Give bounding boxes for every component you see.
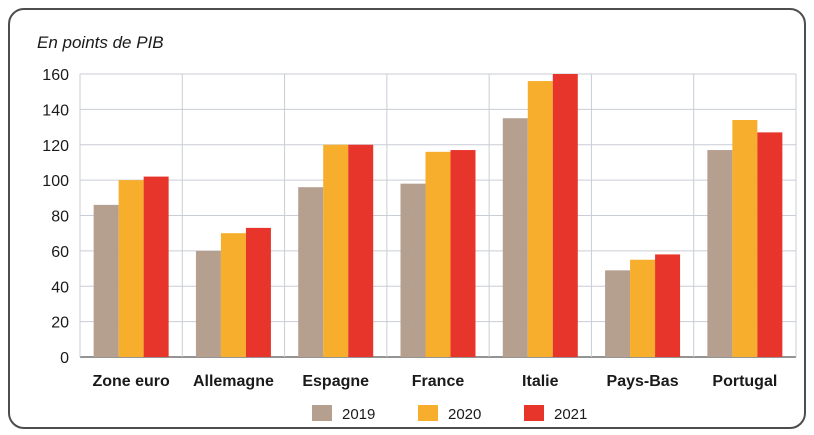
legend: 2019 2020 2021 xyxy=(312,405,587,423)
bar-2021-5 xyxy=(655,254,681,357)
bar-2020-4 xyxy=(527,81,553,357)
bar-2019-2 xyxy=(298,187,324,357)
bar-2020-6 xyxy=(732,119,758,357)
legend-label-2020: 2020 xyxy=(448,406,481,423)
bar-2019-0 xyxy=(93,204,119,357)
bar-2021-1 xyxy=(245,227,271,357)
x-tick-label: France xyxy=(412,373,465,390)
bar-2019-3 xyxy=(400,183,426,357)
bar-2021-2 xyxy=(348,144,374,357)
bar-2021-6 xyxy=(757,132,783,357)
bar-2021-0 xyxy=(143,176,169,357)
y-tick-label: 80 xyxy=(51,209,69,226)
y-tick-label: 40 xyxy=(51,279,69,296)
bars xyxy=(93,74,783,357)
y-tick-label: 160 xyxy=(42,67,69,84)
y-tick-label: 140 xyxy=(42,102,69,119)
bar-2019-5 xyxy=(605,270,631,357)
y-tick-label: 100 xyxy=(42,173,69,190)
x-tick-label: Zone euro xyxy=(92,373,170,390)
legend-swatch-2019 xyxy=(312,405,332,421)
x-tick-label: Espagne xyxy=(302,373,369,390)
bar-2021-4 xyxy=(552,74,578,357)
x-tick-label: Pays-Bas xyxy=(607,373,679,390)
bar-2020-0 xyxy=(118,180,144,357)
y-tick-label: 20 xyxy=(51,315,69,332)
x-tick-label: Portugal xyxy=(712,373,777,390)
legend-label-2019: 2019 xyxy=(342,406,375,423)
y-tick-label: 0 xyxy=(60,350,69,367)
unit-label: En points de PIB xyxy=(37,33,164,52)
bar-2019-4 xyxy=(502,118,528,357)
bar-2021-3 xyxy=(450,150,476,357)
legend-swatch-2020 xyxy=(418,405,438,421)
bar-2020-1 xyxy=(220,233,246,357)
y-tick-label: 60 xyxy=(51,244,69,261)
bar-2019-6 xyxy=(707,150,733,357)
bar-2020-2 xyxy=(323,144,349,357)
bar-2020-3 xyxy=(425,151,451,357)
bar-2019-1 xyxy=(195,250,221,357)
y-tick-label: 120 xyxy=(42,138,69,155)
y-axis-ticks: 0 20 40 60 80 100 120 140 160 xyxy=(42,67,69,367)
bar-2020-5 xyxy=(630,259,656,357)
legend-label-2021: 2021 xyxy=(554,406,587,423)
x-axis-ticks: Zone euro Allemagne Espagne France Italie Pay… xyxy=(92,373,777,390)
x-tick-label: Italie xyxy=(522,373,559,390)
legend-swatch-2021 xyxy=(524,405,544,421)
x-tick-label: Allemagne xyxy=(193,373,274,390)
